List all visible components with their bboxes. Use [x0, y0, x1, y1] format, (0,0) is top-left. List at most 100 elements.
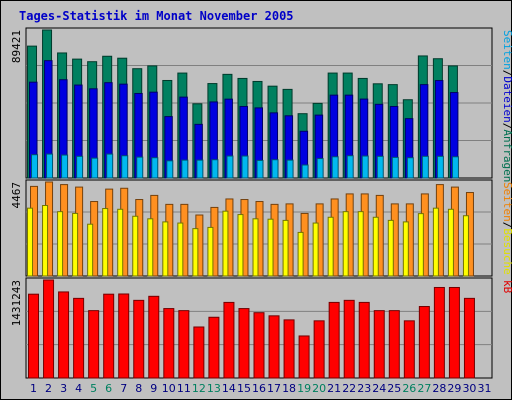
bar-besuche-day-8 [132, 215, 139, 277]
x-tick-label-24: 24 [372, 382, 386, 395]
bar-kb-day-9 [148, 295, 160, 379]
x-tick-label-26: 26 [402, 382, 416, 395]
bar-besuche-day-28 [432, 207, 439, 277]
x-tick-label-31: 31 [477, 382, 491, 395]
bar-besuche-day-30 [462, 215, 469, 277]
side-legend-part: kB [501, 280, 512, 294]
bar-besuche-day-14 [222, 210, 229, 277]
bar-besuche-day-18 [282, 219, 289, 277]
x-tick-label-13: 13 [207, 382, 221, 395]
bar-seiten-day-14 [226, 155, 234, 179]
bar-kb-day-24 [373, 310, 385, 379]
bar-kb-day-17 [268, 315, 280, 379]
bar-besuche-day-11 [177, 222, 184, 277]
bar-seiten-day-16 [256, 159, 264, 179]
x-tick-label-14: 14 [222, 382, 236, 395]
x-tick-label-23: 23 [357, 382, 371, 395]
bar-kb-day-3 [58, 291, 70, 379]
bar-besuche-day-17 [267, 218, 274, 277]
bar-kb-day-7 [118, 293, 130, 379]
bar-kb-day-2 [43, 279, 55, 379]
bar-kb-day-13 [208, 316, 220, 379]
x-tick-label-27: 27 [417, 382, 431, 395]
bar-kb-day-29 [448, 286, 460, 379]
bar-seiten-day-8 [136, 156, 144, 179]
bar-seiten-day-19 [301, 164, 309, 179]
bar-besuche-day-13 [207, 226, 214, 277]
bar-seiten-day-21 [331, 156, 339, 179]
bar-kb-day-8 [133, 299, 145, 379]
x-tick-label-21: 21 [327, 382, 341, 395]
bar-kb-day-27 [418, 306, 430, 379]
bar-besuche-day-25 [387, 219, 394, 277]
bar-besuche-day-10 [162, 221, 169, 277]
bar-besuche-day-16 [252, 218, 259, 277]
bar-seiten-day-23 [361, 155, 369, 179]
bar-seiten-day-5 [91, 157, 99, 179]
bar-besuche-day-19 [297, 231, 304, 277]
bar-seiten-day-18 [286, 159, 294, 179]
bar-kb-day-19 [298, 335, 310, 379]
x-tick-label-30: 30 [462, 382, 476, 395]
side-legend-part: / [501, 123, 512, 130]
bar-seiten-day-28 [436, 155, 444, 179]
x-tick-label-4: 4 [75, 382, 82, 395]
bar-seiten-day-6 [106, 153, 114, 179]
bar-besuche-day-29 [447, 208, 454, 277]
side-legend-part: Dateien [501, 76, 512, 122]
side-legend-part: Seiten [501, 182, 512, 222]
bar-besuche-day-27 [417, 213, 424, 277]
x-tick-label-17: 17 [267, 382, 281, 395]
x-tick-label-12: 12 [192, 382, 206, 395]
x-tick-label-7: 7 [120, 382, 127, 395]
x-tick-label-5: 5 [90, 382, 97, 395]
panel-1-side-legend: Seiten/Dateien/Anfragen [501, 30, 512, 182]
panel-3-max-label: 1431243 [10, 280, 23, 326]
bar-kb-day-14 [223, 301, 235, 379]
x-tick-label-2: 2 [45, 382, 52, 395]
panel-1-max-label: 89421 [10, 30, 23, 63]
x-tick-label-10: 10 [162, 382, 176, 395]
x-tick-label-1: 1 [30, 382, 37, 395]
bar-besuche-day-12 [192, 228, 199, 277]
bar-seiten-day-1 [31, 154, 39, 179]
x-tick-label-19: 19 [297, 382, 311, 395]
side-legend-part: / [501, 222, 512, 229]
bar-seiten-day-15 [241, 155, 249, 179]
bar-kb-day-10 [163, 308, 175, 379]
bar-besuche-day-1 [27, 207, 34, 277]
x-tick-label-6: 6 [105, 382, 112, 395]
panel-2-side-legend: Seiten/Besuche [501, 182, 512, 275]
bar-seiten-day-4 [76, 155, 84, 179]
bar-seiten-day-24 [376, 155, 384, 179]
side-legend-part: / [501, 70, 512, 77]
x-tick-label-3: 3 [60, 382, 67, 395]
bar-seiten-day-25 [391, 156, 399, 179]
bar-besuche-day-22 [342, 211, 349, 277]
bar-seiten-day-10 [166, 160, 174, 179]
bar-kb-day-16 [253, 312, 265, 379]
bar-besuche-day-21 [327, 216, 334, 277]
bar-kb-day-1 [28, 293, 40, 379]
bar-seiten-day-26 [406, 157, 414, 179]
bar-kb-day-15 [238, 308, 250, 379]
panel-2-max-label: 4467 [10, 182, 23, 209]
bar-seiten-day-3 [61, 154, 69, 179]
bar-kb-day-4 [73, 297, 85, 379]
bar-besuche-day-4 [72, 212, 79, 277]
bar-kb-day-20 [313, 320, 325, 379]
x-tick-label-22: 22 [342, 382, 356, 395]
bar-kb-day-21 [328, 301, 340, 379]
bar-besuche-day-23 [357, 211, 364, 277]
bar-kb-day-18 [283, 319, 295, 379]
bar-besuche-day-20 [312, 222, 319, 277]
x-tick-label-20: 20 [312, 382, 326, 395]
bar-kb-day-12 [193, 326, 205, 379]
bar-kb-day-23 [358, 301, 370, 379]
x-tick-label-11: 11 [177, 382, 191, 395]
bar-seiten-day-2 [46, 153, 54, 179]
bar-kb-day-5 [88, 310, 100, 379]
bar-kb-day-26 [403, 320, 415, 379]
bar-kb-day-11 [178, 310, 190, 379]
